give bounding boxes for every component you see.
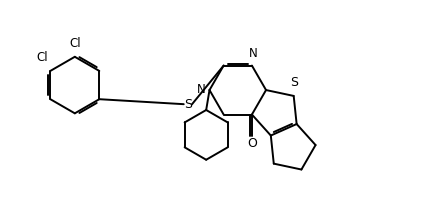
Text: N: N [249,47,257,60]
Text: S: S [290,76,298,89]
Text: Cl: Cl [36,51,48,64]
Text: O: O [247,137,257,150]
Text: N: N [197,83,205,96]
Text: S: S [184,98,192,111]
Text: Cl: Cl [69,37,81,50]
